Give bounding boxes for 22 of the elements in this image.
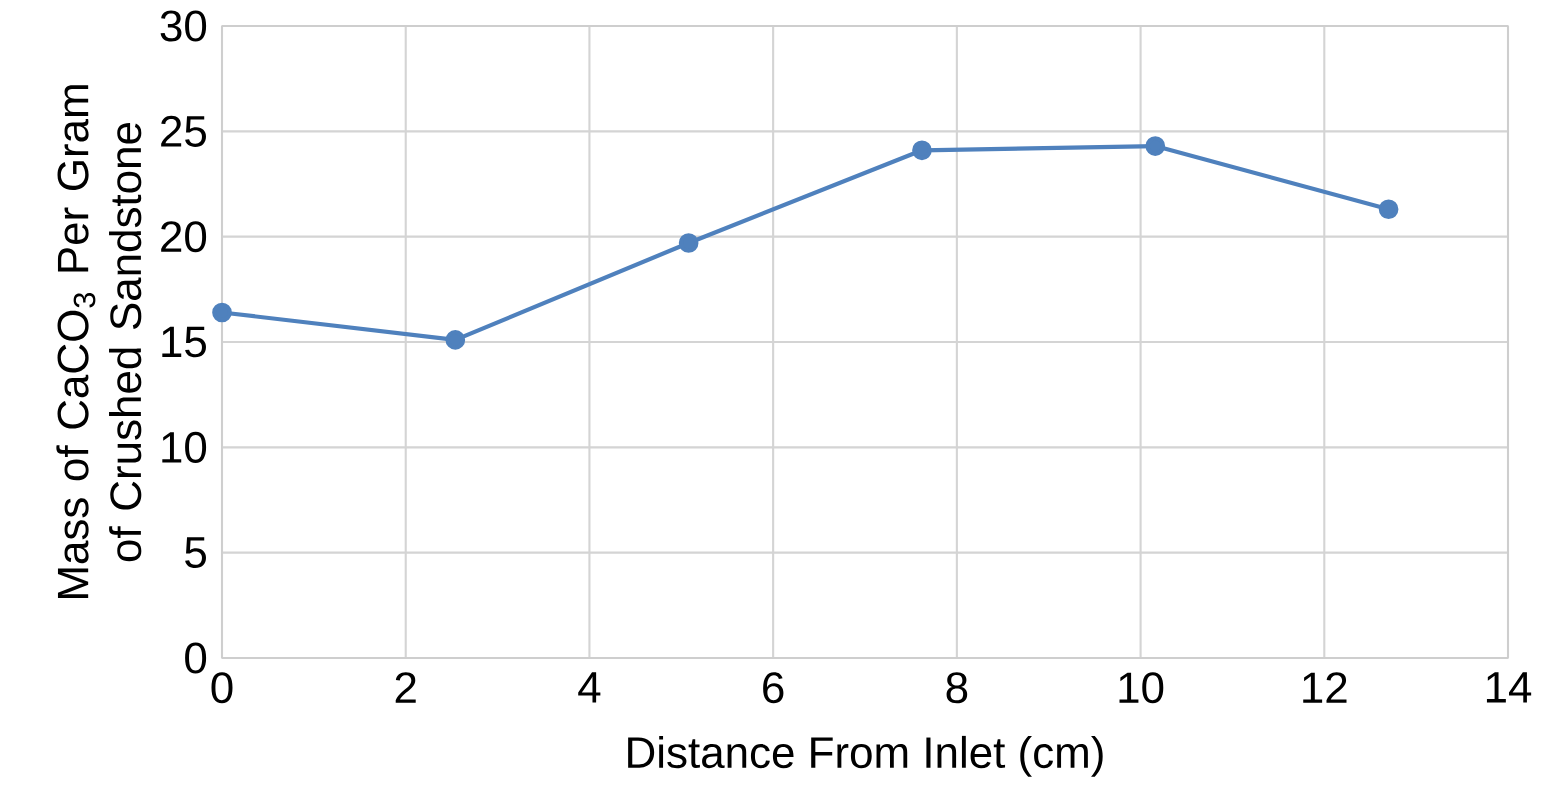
x-tick-label: 4 [578,672,601,703]
x-tick-label: 12 [1303,672,1347,703]
y-tick-label: 30 [160,10,207,42]
point [212,302,232,323]
y-tick-label: 0 [185,642,207,674]
y-tick-label: 20 [161,221,207,253]
y-tick-label: 5 [185,537,206,568]
x-tick-label: 10 [1119,672,1164,704]
point [912,140,932,161]
point [678,233,699,253]
point [1378,199,1399,220]
x-tick-label: 6 [763,672,784,704]
x-tick-label: 2 [395,672,416,703]
y-tick-label: 25 [161,115,206,147]
x-tick-label: 14 [1486,672,1532,703]
x-tick-label: 0 [211,672,233,704]
x-tick-label: 8 [946,672,968,704]
x-axis-title: Distance From Inlet (cm) [628,735,1103,777]
point [1145,136,1166,156]
point [445,330,466,350]
y-tick-label: 15 [162,326,206,358]
y-tick-label: 10 [162,431,207,463]
